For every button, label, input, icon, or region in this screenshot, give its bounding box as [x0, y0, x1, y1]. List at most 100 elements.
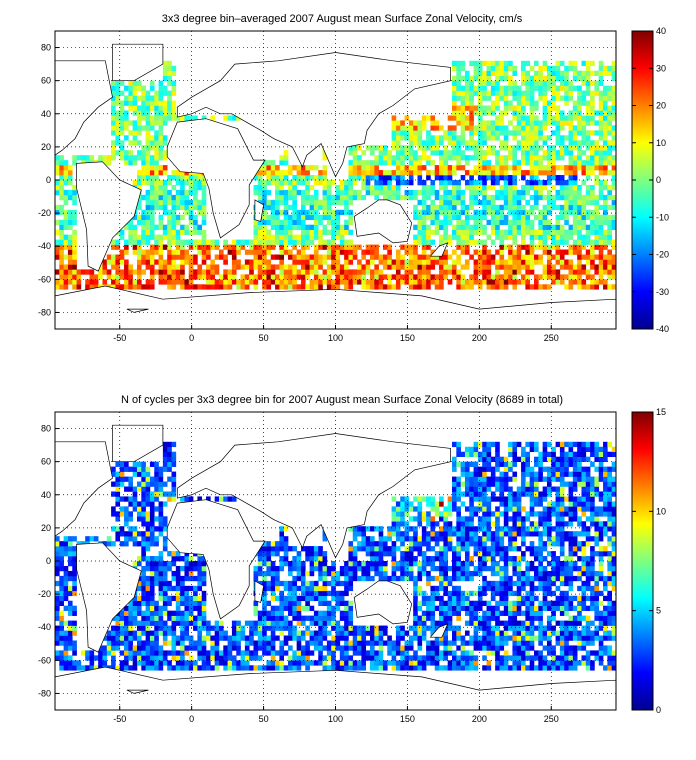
bin-cell [180, 615, 185, 621]
bin-cell [395, 135, 401, 141]
bin-cell [141, 224, 146, 230]
bin-cell [577, 259, 582, 265]
bin-cell [408, 516, 414, 522]
bin-cell [167, 65, 172, 72]
bin-cell [201, 184, 207, 191]
bin-cell [300, 264, 306, 270]
bin-cell [374, 244, 379, 250]
bin-cell [348, 244, 354, 250]
bin-cell [283, 189, 289, 196]
bin-cell [72, 194, 77, 201]
bin-cell [262, 284, 267, 290]
bin-cell [490, 80, 496, 86]
bin-cell [598, 130, 604, 136]
bin-cell [145, 630, 151, 636]
bin-cell [171, 284, 177, 290]
bin-cell [145, 556, 151, 562]
bin-cell [55, 219, 60, 225]
bin-cell [352, 650, 358, 656]
bin-cell [98, 650, 103, 656]
bin-cell [374, 189, 379, 196]
bin-cell [357, 575, 362, 582]
bin-cell [344, 565, 349, 572]
bin-cell [413, 580, 418, 587]
bin-cell [72, 269, 77, 275]
bin-cell [249, 239, 254, 245]
bin-cell [266, 214, 272, 221]
bin-cell [262, 615, 267, 621]
bin-cell [162, 585, 168, 592]
bin-cell [283, 219, 289, 225]
bin-cell [521, 140, 526, 146]
bin-cell [447, 615, 453, 621]
bin-cell [434, 140, 440, 146]
bin-cell [240, 655, 246, 661]
bin-cell [434, 595, 440, 602]
bin-cell [477, 165, 483, 171]
bin-cell [508, 65, 513, 72]
bin-cell [141, 476, 146, 482]
bin-cell [404, 655, 410, 661]
bin-cell [158, 471, 164, 477]
bin-cell [339, 234, 345, 240]
bin-cell [577, 110, 582, 116]
bin-cell [59, 234, 64, 240]
bin-cell [128, 600, 133, 606]
bin-cell [158, 214, 164, 221]
bin-cell [516, 165, 522, 171]
bin-cell [473, 165, 479, 171]
bin-cell [309, 585, 315, 592]
bin-cell [115, 645, 121, 651]
bin-cell [262, 234, 267, 240]
bin-cell [421, 625, 427, 631]
bin-cell [378, 536, 384, 542]
bin-cell [275, 204, 280, 211]
bin-cell [292, 234, 297, 240]
bin-cell [447, 125, 453, 131]
bin-cell [132, 645, 138, 651]
bin-cell [525, 120, 530, 126]
bin-cell [430, 506, 436, 512]
bin-cell [266, 600, 272, 606]
bin-cell [585, 170, 591, 176]
bin-cell [231, 269, 237, 275]
bin-cell [162, 120, 168, 126]
bin-cell [426, 269, 431, 275]
bin-cell [67, 556, 73, 562]
bin-cell [223, 650, 228, 656]
bin-cell [400, 274, 405, 280]
bin-cell [149, 204, 155, 211]
bin-cell [473, 229, 479, 235]
bin-cell [603, 269, 608, 275]
bin-cell [141, 105, 146, 111]
y-tick-label: 40 [41, 109, 51, 119]
bin-cell [296, 214, 302, 221]
bin-cell [477, 120, 483, 126]
bin-cell [395, 254, 401, 260]
bin-cell [141, 284, 146, 290]
bin-cell [119, 471, 125, 477]
bin-cell [495, 259, 500, 265]
bin-cell [512, 184, 518, 191]
bin-cell [352, 635, 358, 641]
bin-cell [227, 244, 233, 250]
bin-cell [76, 541, 82, 547]
bin-cell [210, 269, 215, 275]
bin-cell [218, 279, 224, 285]
bin-cell [590, 184, 595, 191]
bin-cell [413, 160, 418, 166]
bin-cell [262, 264, 267, 270]
bin-cell [546, 229, 552, 235]
bin-cell [400, 155, 405, 161]
bin-cell [512, 80, 518, 86]
bin-cell [72, 160, 77, 166]
bin-cell [564, 239, 569, 245]
bin-cell [175, 570, 181, 577]
bin-cell [136, 650, 142, 656]
bin-cell [447, 140, 453, 146]
bin-cell [382, 150, 388, 156]
bin-cell [67, 259, 73, 265]
bin-cell [240, 284, 246, 290]
bin-cell [490, 274, 496, 280]
bin-cell [55, 269, 60, 275]
